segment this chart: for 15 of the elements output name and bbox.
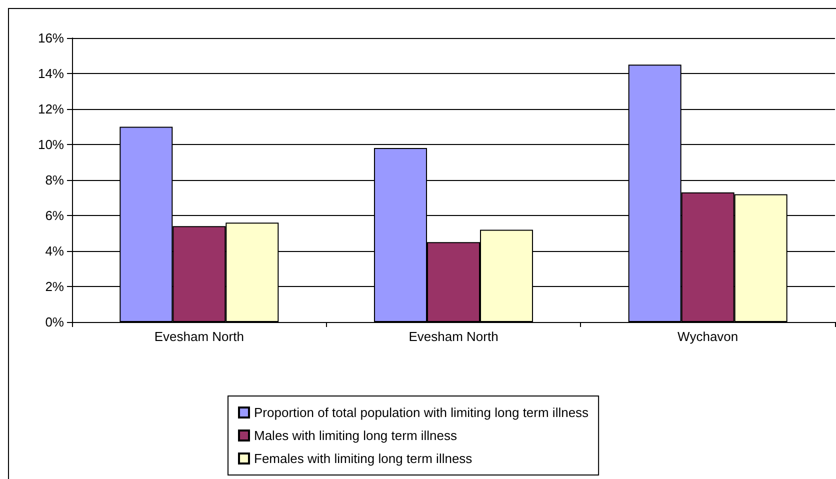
x-tick-label: Evesham North bbox=[154, 329, 244, 344]
legend-label: Proportion of total population with limiting long term illness bbox=[254, 405, 590, 420]
y-tick-label: 8% bbox=[45, 172, 64, 188]
y-tick-label: 0% bbox=[45, 314, 64, 330]
y-tick-label: 12% bbox=[38, 102, 64, 116]
y-tick-label: 6% bbox=[45, 208, 64, 223]
y-tick-label: 4% bbox=[45, 244, 64, 258]
y-tick-label: 10% bbox=[38, 137, 64, 152]
y-tick-label: 14% bbox=[38, 66, 64, 81]
legend-label: Females with limiting long term illness bbox=[254, 451, 473, 466]
x-tick-label: Evesham North bbox=[408, 329, 498, 344]
x-tick-label: Wychavon bbox=[678, 329, 738, 344]
y-tick-label: 2% bbox=[45, 279, 64, 294]
y-tick-label: 16% bbox=[38, 30, 64, 46]
legend-label: Males with limiting long term illness bbox=[254, 428, 458, 443]
